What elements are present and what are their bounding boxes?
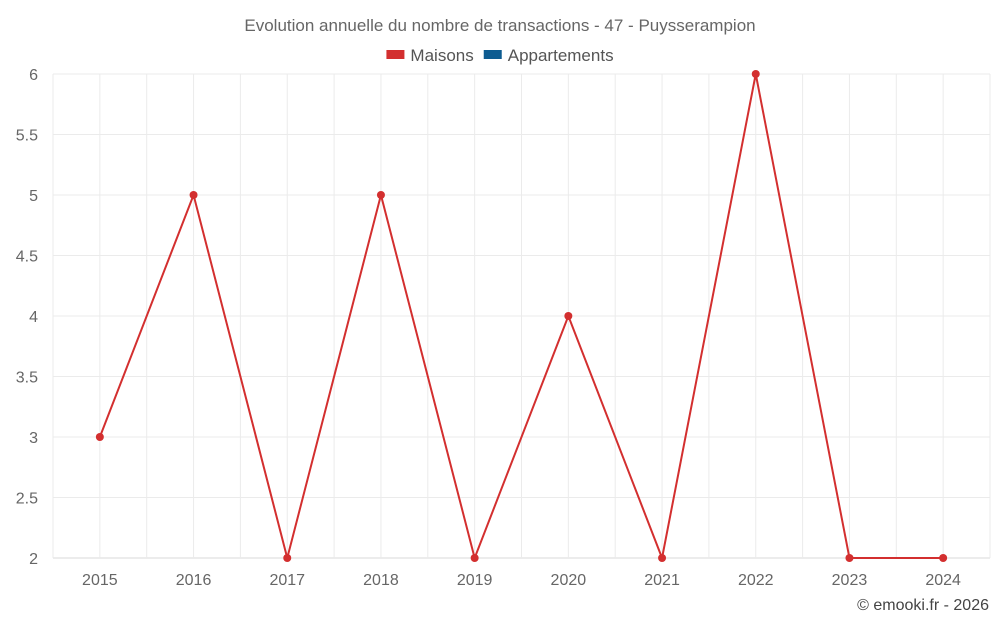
data-point[interactable] <box>376 191 385 199</box>
data-point[interactable] <box>470 554 479 562</box>
data-point[interactable] <box>283 554 292 562</box>
legend: Maisons Appartements <box>386 46 614 65</box>
chart-title: Evolution annuelle du nombre de transact… <box>244 16 755 35</box>
data-point[interactable] <box>95 433 104 441</box>
series-line-maisons <box>98 73 944 562</box>
legend-label-maisons[interactable]: Maisons <box>410 46 473 65</box>
y-tick-label: 5.5 <box>16 128 38 145</box>
y-axis: 2 2.5 3 3.5 4 4.5 5 5.5 6 <box>16 67 38 568</box>
x-tick-label: 2020 <box>551 572 587 589</box>
y-tick-label: 4.5 <box>16 249 38 266</box>
data-point[interactable] <box>939 554 948 562</box>
x-axis: 2015 2016 2017 2018 2019 2020 2021 2022 2023 2024 <box>82 572 961 589</box>
y-tick-label: 5 <box>29 188 38 205</box>
x-tick-label: 2015 <box>82 572 118 589</box>
legend-swatch-maisons[interactable] <box>386 50 405 59</box>
y-tick-label: 3.5 <box>16 370 38 387</box>
y-tick-label: 3 <box>29 430 38 447</box>
legend-swatch-appartements[interactable] <box>483 50 502 59</box>
x-tick-label: 2024 <box>925 572 961 589</box>
y-tick-label: 4 <box>29 309 38 326</box>
x-tick-label: 2018 <box>363 572 399 589</box>
x-tick-label: 2016 <box>176 572 212 589</box>
credit-text: © emooki.fr - 2026 <box>857 597 989 614</box>
data-point[interactable] <box>751 70 760 78</box>
y-tick-label: 2 <box>29 551 38 568</box>
x-tick-label: 2023 <box>832 572 868 589</box>
x-tick-label: 2019 <box>457 572 493 589</box>
data-point[interactable] <box>658 554 667 562</box>
x-tick-label: 2017 <box>269 572 305 589</box>
x-tick-label: 2022 <box>738 572 774 589</box>
x-tick-label: 2021 <box>644 572 680 589</box>
gridlines <box>52 73 991 559</box>
y-tick-label: 2.5 <box>16 491 38 508</box>
y-tick-label: 6 <box>29 67 38 84</box>
legend-label-appartements[interactable]: Appartements <box>508 46 614 65</box>
data-point[interactable] <box>189 191 198 199</box>
data-point[interactable] <box>564 312 573 320</box>
data-point[interactable] <box>845 554 854 562</box>
series-maisons <box>95 70 948 562</box>
